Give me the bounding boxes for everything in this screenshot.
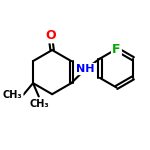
Text: F: F <box>112 43 121 56</box>
Text: NH: NH <box>76 64 95 74</box>
Text: CH₃: CH₃ <box>3 90 23 100</box>
Text: CH₃: CH₃ <box>30 99 50 108</box>
Text: O: O <box>45 29 56 42</box>
